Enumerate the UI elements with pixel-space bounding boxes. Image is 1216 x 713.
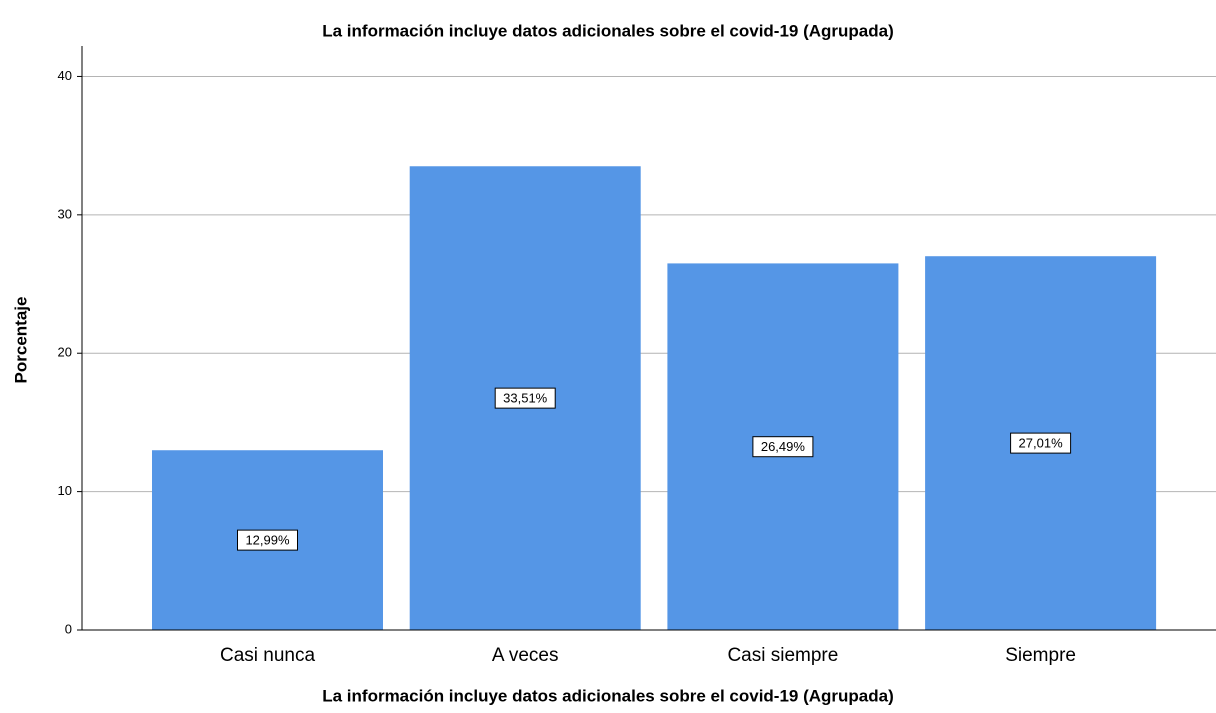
y-tick-label: 20: [58, 345, 72, 360]
x-tick-label: Siempre: [1005, 645, 1076, 666]
y-tick-label: 30: [58, 206, 72, 221]
value-label-box: [752, 436, 814, 458]
value-label-box: [494, 387, 556, 409]
value-label: 26,49%: [761, 439, 806, 454]
y-tick-label: 0: [65, 621, 72, 636]
value-label-box: [1010, 432, 1072, 454]
x-tick-label: A veces: [492, 645, 559, 666]
x-axis-label: La información incluye datos adicionales…: [322, 686, 894, 705]
value-label: 33,51%: [503, 391, 548, 406]
y-tick-label: 40: [58, 68, 72, 83]
x-tick-label: Casi siempre: [727, 645, 838, 666]
y-tick-label: 10: [58, 483, 72, 498]
value-label-box: [237, 529, 298, 551]
value-label: 27,01%: [1019, 436, 1064, 451]
y-axis-label: Porcentaje: [11, 297, 30, 384]
x-tick-label: Casi nunca: [220, 645, 315, 666]
value-label: 12,99%: [245, 533, 290, 548]
chart-title: La información incluye datos adicionales…: [322, 21, 894, 40]
